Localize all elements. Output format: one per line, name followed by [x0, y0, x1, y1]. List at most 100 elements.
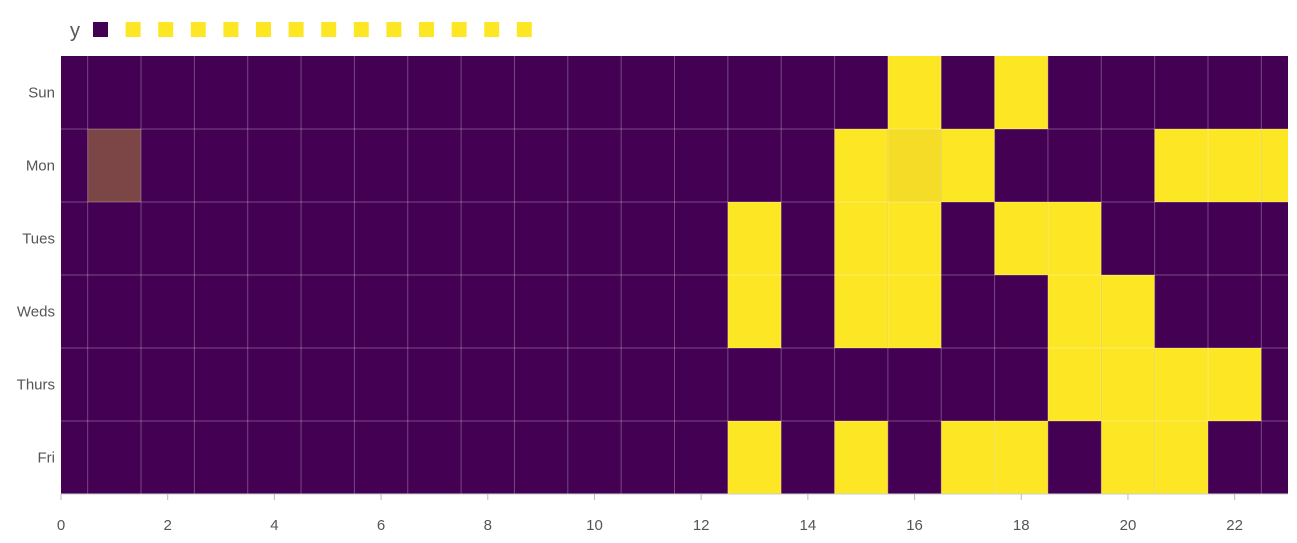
- heatmap-cell: [301, 421, 355, 494]
- heatmap-cell: [727, 202, 782, 275]
- heatmap-cell: [1261, 348, 1288, 421]
- heatmap-cell: [247, 202, 302, 275]
- heatmap-cell: [567, 275, 622, 348]
- heatmap-cell: [87, 56, 142, 129]
- heatmap-cell: [674, 129, 728, 202]
- heatmap-cell: [621, 348, 675, 421]
- heatmap-cell: [941, 275, 995, 348]
- legend-swatch: [223, 22, 239, 37]
- heatmap-cell: [567, 348, 622, 421]
- y-axis-labels: Sun Mon Tues Weds Thurs Fri: [17, 85, 55, 467]
- legend-swatch: [386, 22, 402, 37]
- heatmap-cell: [141, 129, 195, 202]
- legend-swatch: [288, 22, 304, 37]
- heatmap-cell: [354, 202, 408, 275]
- x-tick-label: 8: [484, 517, 492, 534]
- heatmap-cell: [621, 421, 675, 494]
- heatmap-cell: [1261, 202, 1288, 275]
- y-tick-label: Weds: [17, 304, 55, 321]
- heatmap-cell: [194, 275, 248, 348]
- heatmap-cell: [1101, 202, 1155, 275]
- heatmap-cell: [194, 56, 248, 129]
- heatmap-cell: [727, 56, 782, 129]
- heatmap-cell: [887, 202, 942, 275]
- heatmap-cell: [461, 56, 515, 129]
- heatmap-cell: [994, 129, 1048, 202]
- legend-swatch: [419, 22, 434, 37]
- heatmap-cell: [1207, 421, 1262, 494]
- heatmap-cell: [87, 348, 142, 421]
- heatmap-cell: [1207, 56, 1262, 129]
- heatmap-cell: [301, 129, 355, 202]
- heatmap-cell: [354, 129, 408, 202]
- heatmap-cell: [61, 56, 88, 129]
- heatmap-cell: [1101, 129, 1155, 202]
- heatmap-cell: [674, 56, 728, 129]
- heatmap-cell: [1101, 348, 1155, 421]
- heatmap-cell: [1154, 56, 1208, 129]
- heatmap-cell: [621, 56, 675, 129]
- heatmap-cell: [1047, 421, 1102, 494]
- heatmap-cell: [1261, 129, 1288, 202]
- legend-swatch: [125, 22, 141, 37]
- heatmap-cell: [941, 129, 995, 202]
- heatmap-cell: [994, 348, 1048, 421]
- legend-title: y: [70, 20, 80, 42]
- heatmap-cell: [1154, 202, 1208, 275]
- heatmap-cell: [407, 421, 462, 494]
- y-tick-label: Thurs: [17, 377, 55, 394]
- heatmap-cell: [1207, 275, 1262, 348]
- heatmap-cell: [407, 56, 462, 129]
- heatmap-cell: [461, 202, 515, 275]
- heatmap-cell: [674, 421, 728, 494]
- heatmap-cell: [727, 129, 782, 202]
- legend-swatch: [158, 22, 174, 37]
- heatmap-cell: [887, 56, 942, 129]
- heatmap-cell: [567, 421, 622, 494]
- heatmap-cell: [87, 421, 142, 494]
- heatmap-cell: [621, 202, 675, 275]
- heatmap-cell: [407, 348, 462, 421]
- heatmap-cell: [887, 129, 942, 202]
- x-tick-label: 10: [586, 517, 603, 534]
- heatmap-cell: [514, 348, 568, 421]
- heatmap-cell: [61, 421, 88, 494]
- legend: y: [70, 20, 532, 42]
- heatmap-cell: [354, 56, 408, 129]
- heatmap-cell: [61, 129, 88, 202]
- heatmap-cell: [87, 129, 142, 202]
- heatmap-cell: [994, 421, 1048, 494]
- x-tick-label: 2: [164, 517, 172, 534]
- x-axis: 0 2 4 6 8 10 12 14 16 18 20 22: [57, 493, 1288, 534]
- heatmap-cell: [407, 202, 462, 275]
- heatmap-cell: [621, 129, 675, 202]
- heatmap-cell: [514, 275, 568, 348]
- heatmap-cell: [301, 56, 355, 129]
- heatmap-cell: [727, 275, 782, 348]
- heatmap-cell: [514, 202, 568, 275]
- legend-swatch: [321, 22, 337, 37]
- heatmap-cell: [1207, 202, 1262, 275]
- heatmap-cell: [407, 129, 462, 202]
- heatmap-cell: [834, 275, 888, 348]
- heatmap-cell: [941, 348, 995, 421]
- heatmap-cell: [781, 348, 835, 421]
- grid-lines: [61, 56, 1288, 494]
- heatmap-cell: [727, 421, 782, 494]
- heatmap-cell: [994, 202, 1048, 275]
- heatmap-cell: [301, 275, 355, 348]
- heatmap-cell: [141, 275, 195, 348]
- heatmap-cell: [621, 275, 675, 348]
- heatmap-cell: [1207, 129, 1262, 202]
- heatmap-cell: [941, 202, 995, 275]
- y-tick-label: Fri: [38, 450, 56, 467]
- heatmap-cell: [567, 202, 622, 275]
- heatmap-cell: [87, 202, 142, 275]
- heatmap-cell: [834, 129, 888, 202]
- heatmap-cell: [514, 129, 568, 202]
- heatmap-cell: [301, 348, 355, 421]
- heatmap-cell: [1101, 56, 1155, 129]
- heatmap-cell: [834, 348, 888, 421]
- heatmap-cell: [1261, 56, 1288, 129]
- heatmap-cell: [354, 421, 408, 494]
